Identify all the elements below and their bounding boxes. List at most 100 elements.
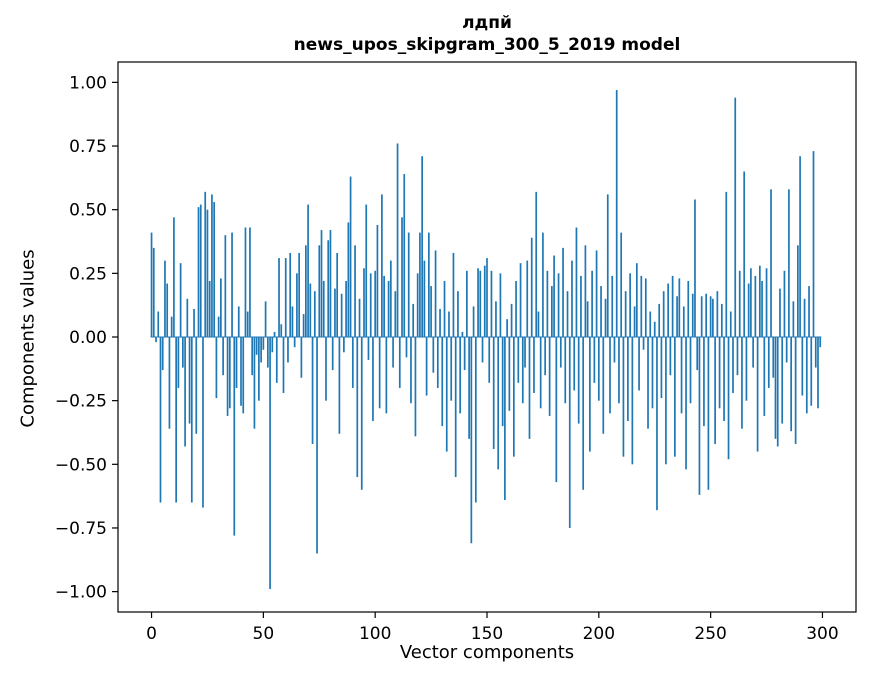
- bar: [293, 337, 296, 348]
- bar: [680, 337, 683, 414]
- bar: [602, 337, 605, 434]
- bar: [510, 303, 513, 337]
- bar: [752, 337, 754, 368]
- bar: [477, 268, 479, 337]
- bar: [457, 291, 459, 337]
- bar: [709, 296, 712, 337]
- bar: [589, 337, 591, 452]
- bar: [553, 255, 555, 337]
- bar: [734, 97, 737, 338]
- bar: [389, 260, 392, 337]
- bar: [562, 247, 564, 337]
- bar: [173, 217, 175, 337]
- bar: [761, 280, 763, 337]
- bar: [428, 232, 430, 337]
- bar: [354, 245, 356, 337]
- bar: [291, 306, 294, 337]
- bar: [584, 245, 587, 337]
- bar: [736, 337, 739, 376]
- bar: [559, 337, 562, 368]
- x-tick-label: 0: [146, 624, 157, 644]
- chart-title-line2: news_upos_skipgram_300_5_2019 model: [293, 35, 681, 55]
- bar: [819, 337, 822, 348]
- bar: [296, 273, 298, 337]
- x-tick-label: 250: [694, 624, 726, 644]
- bar: [700, 296, 703, 337]
- bar: [812, 151, 815, 337]
- bar: [674, 337, 676, 457]
- bar: [624, 291, 627, 337]
- bar: [750, 268, 752, 337]
- bar: [564, 337, 567, 404]
- bar: [805, 337, 808, 414]
- bar: [237, 306, 240, 337]
- bar: [546, 270, 549, 337]
- y-tick-label: 0.25: [69, 264, 107, 284]
- bar: [644, 278, 647, 337]
- bar: [367, 337, 370, 360]
- y-tick-label: 1.00: [69, 73, 107, 93]
- bar: [385, 337, 388, 414]
- bar: [620, 232, 623, 337]
- bar: [450, 337, 453, 401]
- bar: [226, 337, 229, 416]
- bar: [573, 337, 576, 391]
- bar: [504, 337, 506, 500]
- bar: [313, 291, 316, 337]
- bar: [177, 337, 180, 388]
- bar: [383, 275, 385, 337]
- bar: [441, 337, 444, 427]
- bar: [472, 306, 475, 337]
- bar: [817, 337, 819, 409]
- bar: [716, 291, 719, 337]
- bar: [524, 337, 526, 368]
- bar: [691, 293, 694, 337]
- bar: [343, 337, 345, 353]
- bar: [651, 337, 654, 409]
- bar: [419, 232, 421, 337]
- bar: [320, 230, 323, 337]
- bar: [215, 337, 218, 399]
- bar: [208, 280, 211, 337]
- bar: [360, 337, 363, 490]
- bar: [506, 319, 508, 337]
- bar: [273, 331, 276, 337]
- bar: [282, 337, 285, 394]
- bar: [244, 227, 247, 337]
- bar: [649, 311, 652, 337]
- bar: [351, 337, 354, 388]
- bar: [369, 273, 372, 337]
- bar: [707, 337, 710, 490]
- bar: [653, 321, 656, 337]
- y-tick-label: −1.00: [55, 583, 107, 603]
- bar: [604, 298, 607, 337]
- bar: [269, 337, 271, 590]
- bar: [199, 204, 202, 337]
- bar: [298, 252, 300, 337]
- bar: [622, 337, 625, 457]
- bar: [220, 278, 222, 337]
- bar: [358, 298, 361, 337]
- bar: [193, 308, 195, 337]
- bar: [754, 275, 757, 337]
- bar: [188, 337, 191, 424]
- bar: [698, 337, 701, 495]
- bar: [222, 337, 224, 376]
- bar: [548, 337, 551, 416]
- bar: [539, 337, 542, 409]
- bar: [591, 270, 593, 337]
- x-tick-label: 300: [806, 624, 838, 644]
- bar: [231, 232, 233, 337]
- bar: [515, 280, 517, 337]
- bar: [300, 337, 303, 378]
- bar: [168, 337, 171, 429]
- y-tick-label: −0.50: [55, 455, 107, 475]
- bar: [712, 298, 714, 337]
- y-tick-label: 0.75: [69, 137, 107, 157]
- bar: [374, 270, 377, 337]
- bar: [814, 337, 817, 368]
- bar: [378, 337, 381, 409]
- bar: [392, 337, 394, 368]
- bar: [714, 337, 716, 444]
- bar: [264, 301, 267, 337]
